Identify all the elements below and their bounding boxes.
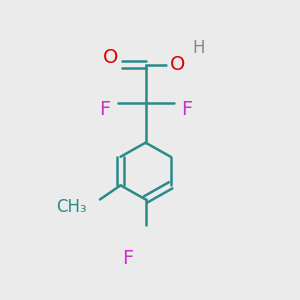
Text: O: O — [170, 55, 186, 74]
Text: F: F — [99, 100, 110, 119]
Text: F: F — [181, 100, 192, 119]
Text: F: F — [122, 249, 134, 268]
Text: H: H — [192, 39, 205, 57]
Text: CH₃: CH₃ — [56, 198, 87, 216]
Text: O: O — [103, 48, 118, 67]
